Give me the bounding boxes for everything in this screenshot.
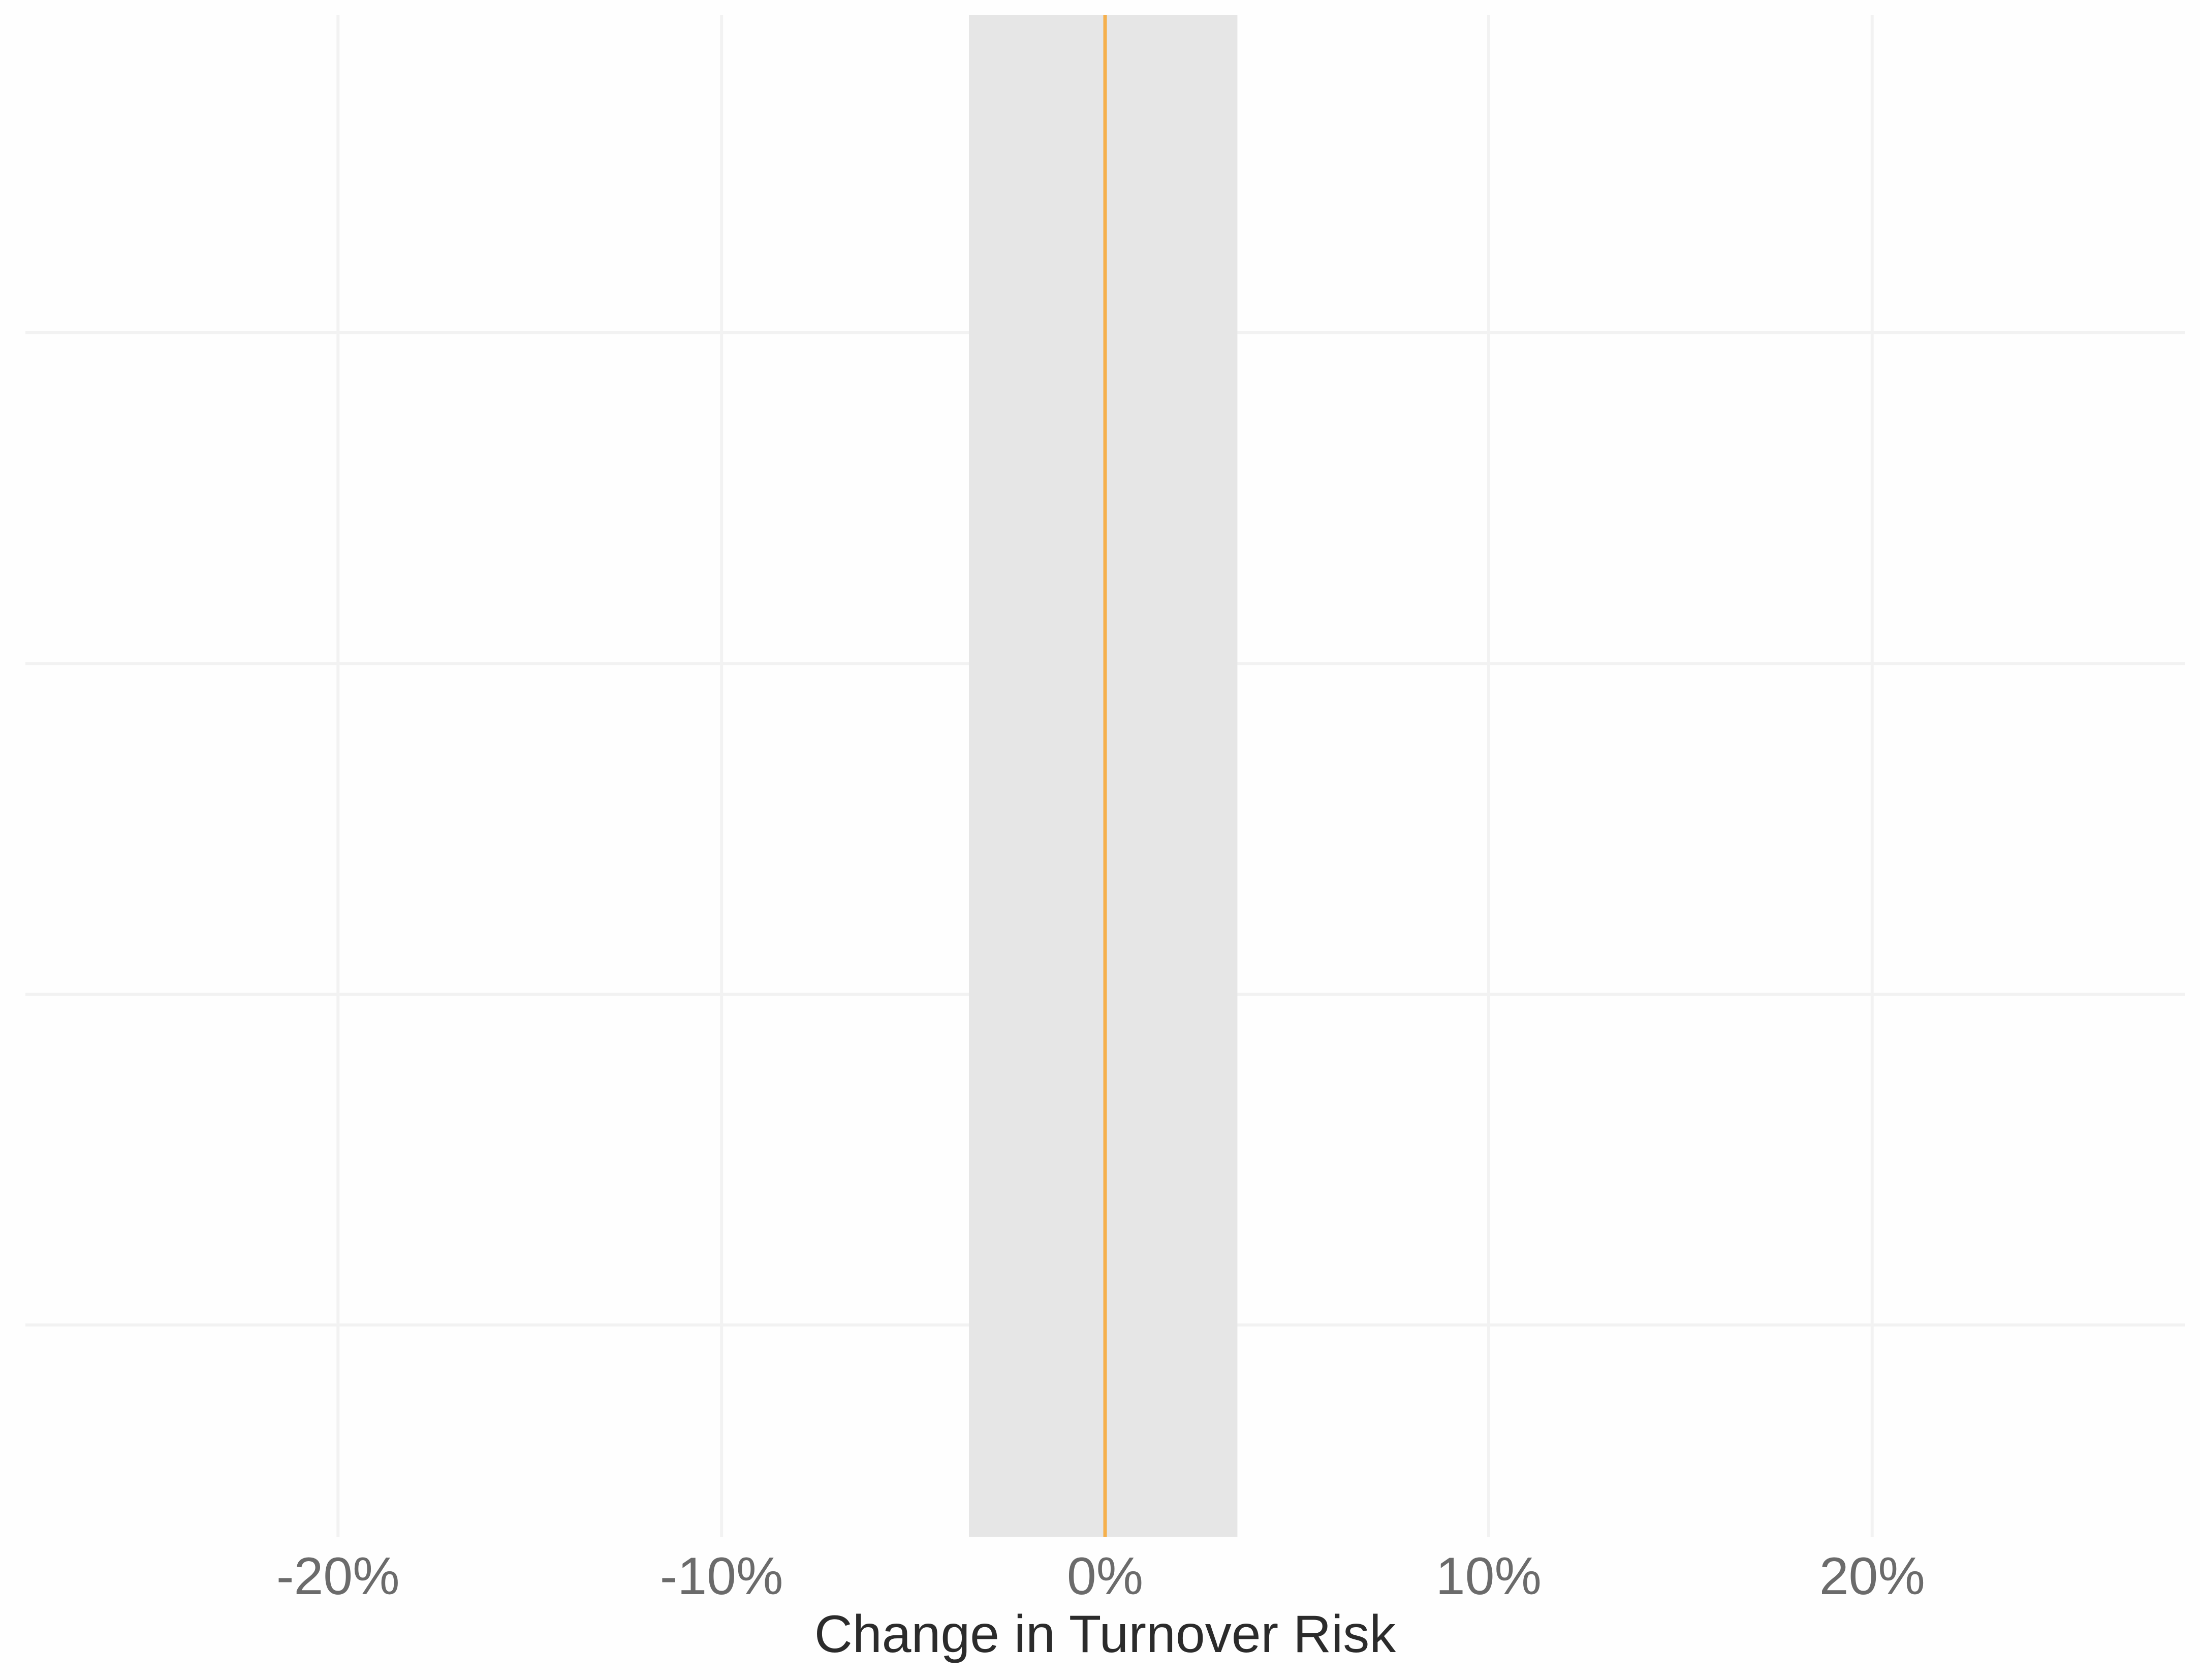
- x-tick-label: 0%: [1067, 1547, 1143, 1606]
- x-tick-label: -10%: [660, 1547, 783, 1606]
- x-axis-tick-labels: -20% -10% 0% 10% 20%: [276, 1547, 1925, 1606]
- uncertainty-band: [969, 15, 1238, 1537]
- x-tick-label: 10%: [1436, 1547, 1542, 1606]
- x-tick-label: -20%: [276, 1547, 400, 1606]
- x-axis-title: Change in Turnover Risk: [814, 1605, 1397, 1664]
- x-tick-label: 20%: [1819, 1547, 1925, 1606]
